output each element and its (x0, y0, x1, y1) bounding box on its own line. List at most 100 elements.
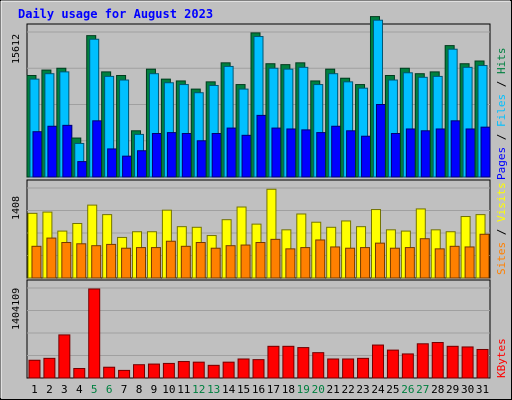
legend-kbytes: KBytes (495, 338, 508, 378)
sites-bar (479, 233, 490, 279)
x-tick-label: 30 (461, 383, 474, 396)
pages-bar (122, 155, 133, 178)
x-tick-label: 9 (151, 383, 158, 396)
sites-bar (225, 245, 236, 279)
pages-bar (316, 132, 327, 178)
x-tick-label: 22 (341, 383, 354, 396)
kbytes-bar (207, 364, 220, 379)
x-tick-label: 5 (91, 383, 98, 396)
x-tick-label: 7 (121, 383, 128, 396)
kbytes-bar (177, 361, 190, 379)
kbytes-bar (446, 345, 459, 379)
legend-pages: Pages (495, 147, 508, 180)
panel-3-max-label: 1404109 (11, 288, 22, 330)
pages-bar (166, 132, 177, 178)
x-tick-label: 21 (327, 383, 340, 396)
sites-bar (270, 238, 281, 279)
kbytes-bar (297, 347, 310, 379)
pages-bar (211, 133, 222, 178)
sites-bar (330, 246, 341, 279)
legend-separator: / (495, 222, 508, 242)
sites-bar (76, 243, 87, 279)
x-tick-label: 3 (61, 383, 68, 396)
kbytes-bar (327, 358, 340, 379)
kbytes-bar (252, 359, 265, 379)
pages-bar (256, 114, 267, 178)
sites-bar (315, 239, 326, 279)
kbytes-bar (371, 344, 384, 379)
sites-bar (255, 242, 266, 279)
x-tick-label: 29 (446, 383, 459, 396)
panel-1-legend: Pages / Files / Hits (495, 48, 508, 181)
sites-bar (389, 247, 400, 279)
kbytes-bar (162, 362, 175, 379)
pages-bar (241, 134, 252, 178)
chart-title: Daily usage for August 2023 (18, 7, 213, 21)
kbytes-bar (357, 357, 370, 379)
sites-bar (210, 247, 221, 279)
legend-visits: Visits (495, 182, 508, 222)
pages-bar (137, 150, 148, 178)
kbytes-bar (431, 342, 444, 379)
x-tick-label: 23 (356, 383, 369, 396)
sites-bar (136, 247, 147, 279)
sites-bar (464, 246, 475, 279)
pages-bar (32, 131, 43, 178)
sites-bar (150, 247, 161, 279)
x-tick-label: 26 (401, 383, 414, 396)
kbytes-bar (222, 361, 235, 379)
sites-bar (449, 245, 460, 279)
pages-bar (47, 125, 58, 178)
kbytes-bar (28, 359, 41, 379)
kbytes-bar (43, 357, 56, 379)
x-tick-label: 8 (136, 383, 143, 396)
x-tick-label: 6 (106, 383, 113, 396)
x-tick-label: 2 (46, 383, 53, 396)
x-tick-label: 20 (312, 383, 325, 396)
kbytes-bar (416, 343, 429, 379)
kbytes-bar (267, 345, 280, 379)
sites-bar (106, 243, 117, 279)
x-tick-label: 28 (431, 383, 444, 396)
pages-bar (92, 120, 103, 178)
x-tick-label: 10 (162, 383, 175, 396)
pages-bar (271, 127, 282, 178)
sites-bar (360, 247, 371, 279)
panel-3-legend: KBytes (495, 338, 508, 378)
sites-bar (91, 245, 102, 279)
x-tick-label: 1 (31, 383, 38, 396)
sites-bar (165, 240, 176, 279)
sites-bar (374, 242, 385, 279)
sites-bar (240, 244, 251, 279)
kbytes-bar (342, 358, 355, 379)
x-tick-label: 24 (371, 383, 385, 396)
pages-bar (405, 128, 416, 178)
pages-bar (375, 104, 386, 178)
sites-bar (61, 242, 72, 279)
kbytes-bar (103, 366, 116, 379)
panel-2-max-label: 1408 (11, 196, 22, 220)
sites-bar (419, 238, 430, 279)
pages-bar (435, 128, 446, 178)
x-tick-label: 31 (476, 383, 489, 396)
sites-bar (180, 245, 191, 279)
x-tick-label: 12 (192, 383, 205, 396)
panel-1-max-label: 15612 (11, 34, 22, 64)
pages-bar (390, 133, 401, 178)
legend-sites: Sites (495, 242, 508, 275)
kbytes-bar (88, 288, 101, 379)
sites-bar (46, 237, 57, 279)
kbytes-bar (118, 369, 131, 379)
pages-bar (420, 130, 431, 178)
pages-bar (107, 148, 118, 178)
kbytes-bar (386, 349, 399, 379)
x-tick-label: 14 (222, 383, 236, 396)
x-tick-label: 4 (76, 383, 83, 396)
sites-bar (434, 248, 445, 279)
pages-bar (480, 126, 491, 178)
pages-bar (196, 140, 207, 178)
pages-bar (346, 130, 357, 178)
pages-bar (331, 125, 342, 178)
kbytes-bar (147, 363, 160, 379)
